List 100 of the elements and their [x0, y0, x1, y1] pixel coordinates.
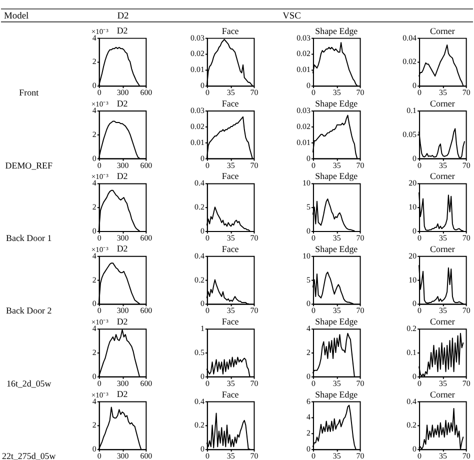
y-tick-label: 0.02 — [296, 49, 311, 58]
chart-title: Shape Edge — [315, 316, 358, 327]
y-tick-label: 10 — [408, 275, 417, 284]
x-tick-label: 70 — [462, 88, 470, 98]
chart-title: Face — [222, 171, 239, 182]
x-tick-label: 600 — [140, 88, 152, 98]
chart-title: Shape Edge — [315, 389, 358, 400]
x-tick-label: 70 — [462, 452, 470, 460]
x-tick-label: 35 — [332, 306, 341, 316]
y-tick-label: 0 — [306, 154, 311, 163]
chart-title: Face — [222, 389, 239, 400]
text: Front — [19, 88, 40, 98]
y-tick-label: 0 — [412, 81, 417, 90]
x-tick-label: 70 — [462, 306, 470, 316]
y-tick-label: 0.5 — [194, 348, 204, 357]
y-tick-label: 5 — [306, 202, 311, 212]
y-tick-label: 0.01 — [296, 138, 311, 147]
x-tick-label: 300 — [116, 452, 129, 460]
chart-title: Corner — [430, 26, 455, 36]
y-tick-label: 1 — [200, 324, 204, 334]
y-tick-label: 2 — [306, 348, 311, 357]
y-tick-label: 0.03 — [296, 106, 311, 115]
text: Model — [4, 11, 30, 22]
y-tick-label: 0 — [92, 226, 96, 236]
x-tick-label: 70 — [462, 378, 470, 388]
y-tick-label: 0 — [412, 154, 417, 163]
y-tick-label: 0.2 — [406, 324, 417, 334]
chart-title: Corner — [430, 316, 455, 327]
x-tick-label: 600 — [140, 160, 152, 170]
chart-title: Shape Edge — [315, 98, 358, 109]
x-tick-label: 600 — [140, 378, 152, 388]
x-tick-label: 35 — [332, 160, 341, 170]
chart-title: Face — [222, 244, 239, 254]
x-tick-label: 35 — [226, 306, 235, 316]
y-tick-label: 0.4 — [194, 251, 204, 260]
y-tick-label: 0 — [412, 226, 417, 236]
x-tick-label: 35 — [226, 378, 235, 388]
y-tick-label: 0 — [306, 444, 311, 454]
y-tick-label: 0 — [92, 372, 96, 381]
line-series — [312, 42, 358, 86]
y-tick-label: 4 — [92, 324, 96, 334]
x-tick-label: 35 — [332, 452, 341, 460]
y-tick-label: 0.2 — [194, 420, 204, 430]
y-tick-label: 0.2 — [194, 202, 204, 212]
y-tick-label: 2 — [92, 420, 96, 430]
y-tick-label: 2 — [92, 130, 96, 139]
y-tick-label: 0.4 — [194, 396, 204, 406]
x-tick-label: 35 — [226, 452, 235, 460]
line-series — [418, 332, 464, 377]
chart-title: Corner — [430, 244, 455, 254]
x-tick-label: 70 — [462, 160, 470, 170]
chart-title: Shape Edge — [315, 244, 358, 254]
x-tick-label: 300 — [116, 88, 129, 98]
y-tick-label: 0 — [412, 372, 417, 381]
y-tick-label: 2 — [92, 57, 96, 66]
y-tick-label: 0 — [412, 299, 417, 308]
y-tick-label: 4 — [306, 324, 311, 334]
x-tick-label: 70 — [356, 378, 364, 388]
y-tick-label: 0 — [92, 299, 96, 308]
chart-title: Face — [222, 316, 239, 327]
y-tick-label: 0.03 — [190, 106, 204, 115]
y-tick-label: 0.05 — [402, 130, 417, 139]
y-tick-label: 0 — [306, 299, 311, 308]
text: Back Door 1 — [6, 232, 52, 243]
x-tick-label: 70 — [250, 306, 258, 316]
chart-title: Corner — [430, 98, 455, 109]
chart-title: D2 — [116, 389, 128, 400]
x-tick-label: 70 — [250, 233, 258, 242]
chart-title: D2 — [116, 170, 128, 181]
line-series — [312, 114, 358, 159]
chart-title: Corner — [430, 389, 455, 400]
x-tick-label: 35 — [226, 88, 235, 98]
y-tick-label: 4 — [92, 33, 96, 42]
y-tick-label: 20 — [408, 251, 417, 260]
y-tick-label: 2 — [92, 202, 96, 212]
x-tick-label: 70 — [356, 88, 364, 98]
y-tick-label: 6 — [306, 396, 311, 406]
y-tick-label: 2 — [306, 428, 311, 438]
y-tick-label: 0 — [306, 226, 311, 236]
chart-title: D2 — [116, 98, 128, 108]
y-tick-label: 0 — [92, 444, 96, 454]
y-tick-label: 0 — [92, 81, 96, 90]
y-tick-label: 0.02 — [402, 57, 417, 66]
chart-title: Shape Edge — [315, 171, 358, 182]
x-tick-label: 70 — [356, 233, 364, 242]
chart-title: Corner — [430, 171, 455, 182]
x-tick-label: 70 — [462, 233, 470, 242]
x-tick-label: 35 — [438, 378, 447, 388]
x-tick-label: 300 — [116, 306, 129, 316]
y-tick-label: 0.03 — [296, 33, 311, 42]
text: Back Door 2 — [6, 306, 52, 316]
y-tick-label: 0.1 — [406, 348, 417, 357]
y-tick-label: 0.01 — [296, 65, 311, 74]
y-tick-label: 0.01 — [190, 138, 204, 147]
x-tick-label: 70 — [356, 160, 364, 170]
y-tick-label: 0 — [200, 372, 204, 381]
y-tick-label: 4 — [92, 178, 96, 188]
y-tick-label: 0.4 — [194, 178, 204, 188]
y-tick-label: 0 — [306, 372, 311, 381]
y-tick-label: 4 — [306, 412, 311, 422]
